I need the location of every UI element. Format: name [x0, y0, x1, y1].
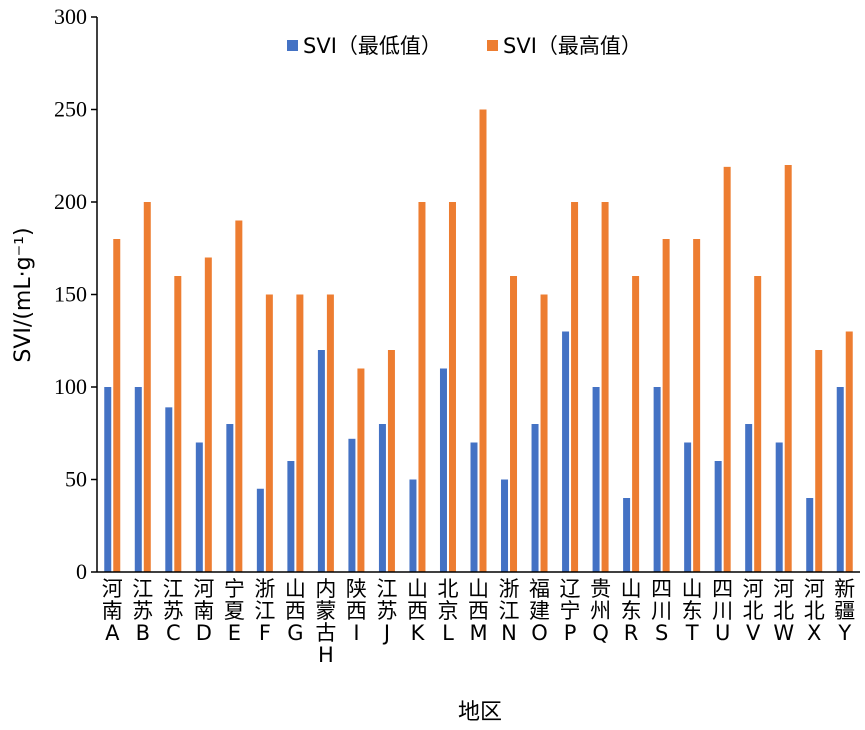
y-tick-label: 200 [54, 189, 87, 214]
bar-max-13 [510, 276, 518, 572]
bar-min-8 [348, 438, 356, 572]
bar-min-18 [653, 387, 661, 572]
bar-min-24 [836, 387, 844, 572]
x-labels-group: 河南 A 江苏 B 江苏 C 河南 D 宁夏 E 浙江 F 山西 G 内蒙古 H 陕西 I 江苏 J 山西 K 北京 L 山西 M… [102, 577, 855, 667]
bar-max-15 [571, 202, 579, 572]
bar-max-9 [387, 350, 395, 572]
bar-min-1 [134, 387, 142, 572]
bar-max-14 [540, 294, 548, 572]
x-category-label: 河北 V [743, 577, 764, 645]
bar-max-22 [784, 165, 792, 572]
x-category-label: 宁夏 E [224, 577, 245, 645]
x-category-label: 江苏 C [163, 577, 184, 645]
x-category-label: 河南 D [193, 577, 214, 645]
x-category-label: 浙江 F [254, 577, 275, 645]
bar-min-21 [745, 424, 753, 572]
y-axis-title: SVI/(mL·g⁻¹) [11, 227, 36, 362]
bar-min-14 [531, 424, 539, 572]
bar-max-5 [265, 294, 273, 572]
bar-max-10 [418, 202, 426, 572]
bar-min-16 [592, 387, 600, 572]
bar-min-19 [684, 442, 692, 572]
bar-min-7 [317, 350, 325, 572]
y-tick-label: 250 [54, 97, 87, 122]
bar-max-16 [601, 202, 609, 572]
x-category-label: 河南 A [102, 577, 123, 645]
x-category-label: 陕西 I [346, 577, 367, 645]
x-category-label: 江苏 J [376, 577, 397, 645]
bar-max-17 [632, 276, 640, 572]
bar-max-24 [845, 331, 853, 572]
y-tick-label: 0 [76, 559, 87, 584]
y-tick-label: 300 [54, 4, 87, 29]
bar-max-0 [113, 239, 121, 572]
bar-min-17 [623, 498, 631, 572]
bar-max-23 [815, 350, 823, 572]
x-category-label: 贵州 Q [590, 577, 611, 645]
x-category-label: 山西 K [407, 577, 428, 645]
bar-min-0 [104, 387, 112, 572]
x-category-label: 内蒙古 H [315, 577, 336, 667]
bar-min-9 [378, 424, 386, 572]
y-ticks-group: 0 50 100 150 200 250 300 [54, 4, 97, 584]
bar-min-5 [256, 488, 264, 572]
x-category-label: 山东 R [621, 577, 642, 645]
bar-max-2 [174, 276, 182, 572]
bar-min-20 [714, 461, 722, 572]
bar-min-22 [775, 442, 783, 572]
bar-max-7 [326, 294, 334, 572]
bar-max-8 [357, 368, 365, 572]
y-tick-label: 50 [65, 467, 87, 492]
y-tick-label: 150 [54, 282, 87, 307]
x-category-label: 新疆 Y [834, 577, 855, 645]
x-category-label: 福建 O [529, 577, 550, 645]
x-category-label: 河北 X [804, 577, 825, 645]
bar-min-11 [439, 368, 447, 572]
bar-min-6 [287, 461, 295, 572]
bar-min-13 [501, 479, 509, 572]
bar-min-4 [226, 424, 234, 572]
x-category-label: 浙江 N [499, 577, 520, 645]
bar-min-23 [806, 498, 814, 572]
x-category-label: 山西 G [285, 577, 306, 645]
bar-min-12 [470, 442, 478, 572]
legend: SVI（最低值） SVI（最高值） [287, 34, 642, 58]
bar-min-10 [409, 479, 417, 572]
legend-swatch-max [487, 40, 498, 51]
legend-label-max: SVI（最高值） [503, 34, 642, 58]
x-axis-title: 地区 [458, 700, 502, 725]
bar-max-20 [723, 166, 731, 572]
bar-max-18 [662, 239, 670, 572]
legend-swatch-min [287, 40, 298, 51]
bar-max-21 [754, 276, 762, 572]
bar-max-1 [143, 202, 151, 572]
bar-max-6 [296, 294, 304, 572]
bar-min-15 [562, 331, 570, 572]
x-category-label: 四川 U [712, 577, 733, 645]
x-category-label: 山东 T [682, 577, 703, 645]
x-category-label: 四川 S [651, 577, 672, 645]
y-tick-label: 100 [54, 374, 87, 399]
x-category-label: 辽宁 P [560, 577, 581, 645]
bar-max-4 [235, 220, 243, 572]
bar-max-19 [693, 239, 701, 572]
bars-group [104, 109, 853, 572]
bar-min-2 [165, 407, 173, 572]
x-category-label: 山西 M [468, 577, 489, 645]
bar-max-12 [479, 109, 487, 572]
bar-max-3 [204, 257, 212, 572]
legend-label-min: SVI（最低值） [303, 34, 442, 58]
bar-max-11 [448, 202, 456, 572]
bar-min-3 [195, 442, 203, 572]
x-category-label: 江苏 B [132, 577, 153, 645]
x-category-label: 北京 L [437, 577, 458, 645]
x-category-label: 河北 W [773, 577, 794, 645]
